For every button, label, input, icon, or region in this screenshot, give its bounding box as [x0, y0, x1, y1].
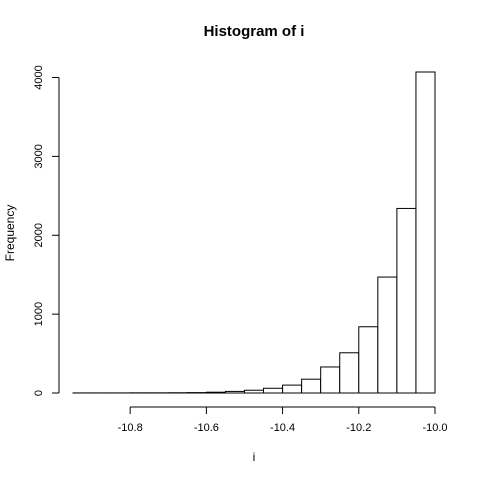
x-axis-label: i [253, 450, 256, 464]
chart-title: Histogram of i [204, 23, 305, 40]
y-tick-label: 4000 [33, 65, 45, 89]
y-axis-label: Frequency [3, 205, 17, 262]
histogram-bar [339, 352, 360, 394]
histogram-bar [224, 390, 245, 394]
y-axis: 0 1000 2000 3000 4000 [33, 65, 60, 396]
bars-group [72, 71, 436, 394]
histogram-bar [415, 71, 436, 394]
y-tick-label: 3000 [33, 144, 45, 168]
histogram-bar [243, 389, 265, 394]
x-tick-label: -10.4 [270, 422, 295, 434]
histogram-bar [263, 387, 284, 394]
histogram-bar [282, 384, 303, 394]
x-tick-label: -10.8 [118, 422, 143, 434]
histogram-bar [301, 378, 322, 394]
x-axis: -10.8 -10.6 -10.4 -10.2 -10.0 [118, 406, 448, 434]
x-tick-label: -10.2 [346, 422, 371, 434]
histogram-bar [358, 326, 379, 394]
y-tick-label: 1000 [33, 302, 45, 326]
x-tick-label: -10.0 [422, 422, 447, 434]
histogram-bar [320, 366, 341, 394]
x-tick-label: -10.6 [194, 422, 219, 434]
y-tick-label: 0 [33, 390, 45, 396]
histogram-bar [205, 391, 226, 394]
y-tick-label: 2000 [33, 223, 45, 247]
histogram-bar [377, 276, 398, 394]
histogram-bar [396, 207, 417, 394]
